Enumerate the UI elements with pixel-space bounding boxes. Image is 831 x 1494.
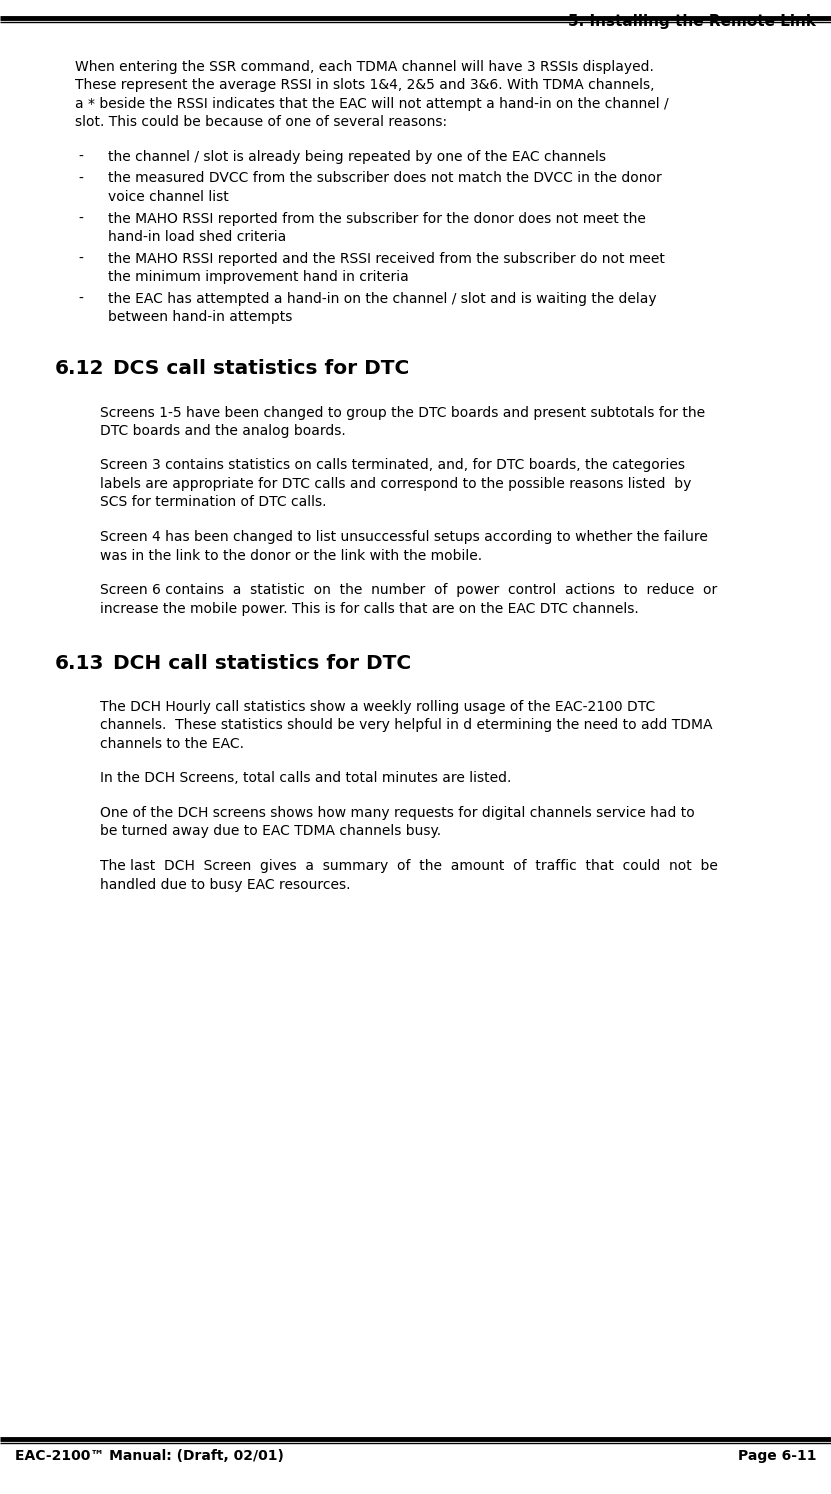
Text: EAC-2100™ Manual: (Draft, 02/01): EAC-2100™ Manual: (Draft, 02/01) [15, 1449, 284, 1463]
Text: The DCH Hourly call statistics show a weekly rolling usage of the EAC-2100 DTC: The DCH Hourly call statistics show a we… [100, 701, 656, 714]
Text: One of the DCH screens shows how many requests for digital channels service had : One of the DCH screens shows how many re… [100, 805, 695, 820]
Text: DCH call statistics for DTC: DCH call statistics for DTC [113, 654, 411, 672]
Text: In the DCH Screens, total calls and total minutes are listed.: In the DCH Screens, total calls and tota… [100, 771, 511, 786]
Text: a * beside the RSSI indicates that the EAC will not attempt a hand-in on the cha: a * beside the RSSI indicates that the E… [75, 97, 669, 111]
Text: The last  DCH  Screen  gives  a  summary  of  the  amount  of  traffic  that  co: The last DCH Screen gives a summary of t… [100, 859, 718, 872]
Text: -: - [78, 291, 83, 305]
Text: was in the link to the donor or the link with the mobile.: was in the link to the donor or the link… [100, 548, 482, 563]
Text: DTC boards and the analog boards.: DTC boards and the analog boards. [100, 424, 346, 438]
Text: -: - [78, 251, 83, 266]
Text: the MAHO RSSI reported and the RSSI received from the subscriber do not meet: the MAHO RSSI reported and the RSSI rece… [108, 251, 665, 266]
Text: labels are appropriate for DTC calls and correspond to the possible reasons list: labels are appropriate for DTC calls and… [100, 477, 691, 492]
Text: SCS for termination of DTC calls.: SCS for termination of DTC calls. [100, 496, 327, 509]
Text: Page 6-11: Page 6-11 [737, 1449, 816, 1463]
Text: 5. Installing the Remote Link: 5. Installing the Remote Link [568, 13, 816, 28]
Text: hand-in load shed criteria: hand-in load shed criteria [108, 230, 286, 244]
Text: the EAC has attempted a hand-in on the channel / slot and is waiting the delay: the EAC has attempted a hand-in on the c… [108, 291, 656, 305]
Text: -: - [78, 149, 83, 164]
Text: Screen 4 has been changed to list unsuccessful setups according to whether the f: Screen 4 has been changed to list unsucc… [100, 530, 708, 544]
Text: handled due to busy EAC resources.: handled due to busy EAC resources. [100, 877, 351, 892]
Text: When entering the SSR command, each TDMA channel will have 3 RSSIs displayed.: When entering the SSR command, each TDMA… [75, 60, 654, 75]
Text: between hand-in attempts: between hand-in attempts [108, 309, 293, 324]
Text: channels.  These statistics should be very helpful in d etermining the need to a: channels. These statistics should be ver… [100, 719, 712, 732]
Text: DCS call statistics for DTC: DCS call statistics for DTC [113, 360, 409, 378]
Text: the MAHO RSSI reported from the subscriber for the donor does not meet the: the MAHO RSSI reported from the subscrib… [108, 212, 646, 226]
Text: -: - [78, 212, 83, 226]
Text: Screen 3 contains statistics on calls terminated, and, for DTC boards, the categ: Screen 3 contains statistics on calls te… [100, 459, 685, 472]
Text: channels to the EAC.: channels to the EAC. [100, 737, 244, 751]
Text: 6.12: 6.12 [55, 360, 105, 378]
Text: These represent the average RSSI in slots 1&4, 2&5 and 3&6. With TDMA channels,: These represent the average RSSI in slot… [75, 79, 655, 93]
Text: 6.13: 6.13 [55, 654, 105, 672]
Text: the channel / slot is already being repeated by one of the EAC channels: the channel / slot is already being repe… [108, 149, 606, 164]
Text: Screen 6 contains  a  statistic  on  the  number  of  power  control  actions  t: Screen 6 contains a statistic on the num… [100, 583, 717, 598]
Text: slot. This could be because of one of several reasons:: slot. This could be because of one of se… [75, 115, 447, 130]
Text: be turned away due to EAC TDMA channels busy.: be turned away due to EAC TDMA channels … [100, 825, 441, 838]
Text: voice channel list: voice channel list [108, 190, 229, 205]
Text: the minimum improvement hand in criteria: the minimum improvement hand in criteria [108, 270, 409, 284]
Text: Screens 1-5 have been changed to group the DTC boards and present subtotals for : Screens 1-5 have been changed to group t… [100, 405, 706, 420]
Text: the measured DVCC from the subscriber does not match the DVCC in the donor: the measured DVCC from the subscriber do… [108, 172, 661, 185]
Text: -: - [78, 172, 83, 185]
Text: increase the mobile power. This is for calls that are on the EAC DTC channels.: increase the mobile power. This is for c… [100, 602, 639, 616]
